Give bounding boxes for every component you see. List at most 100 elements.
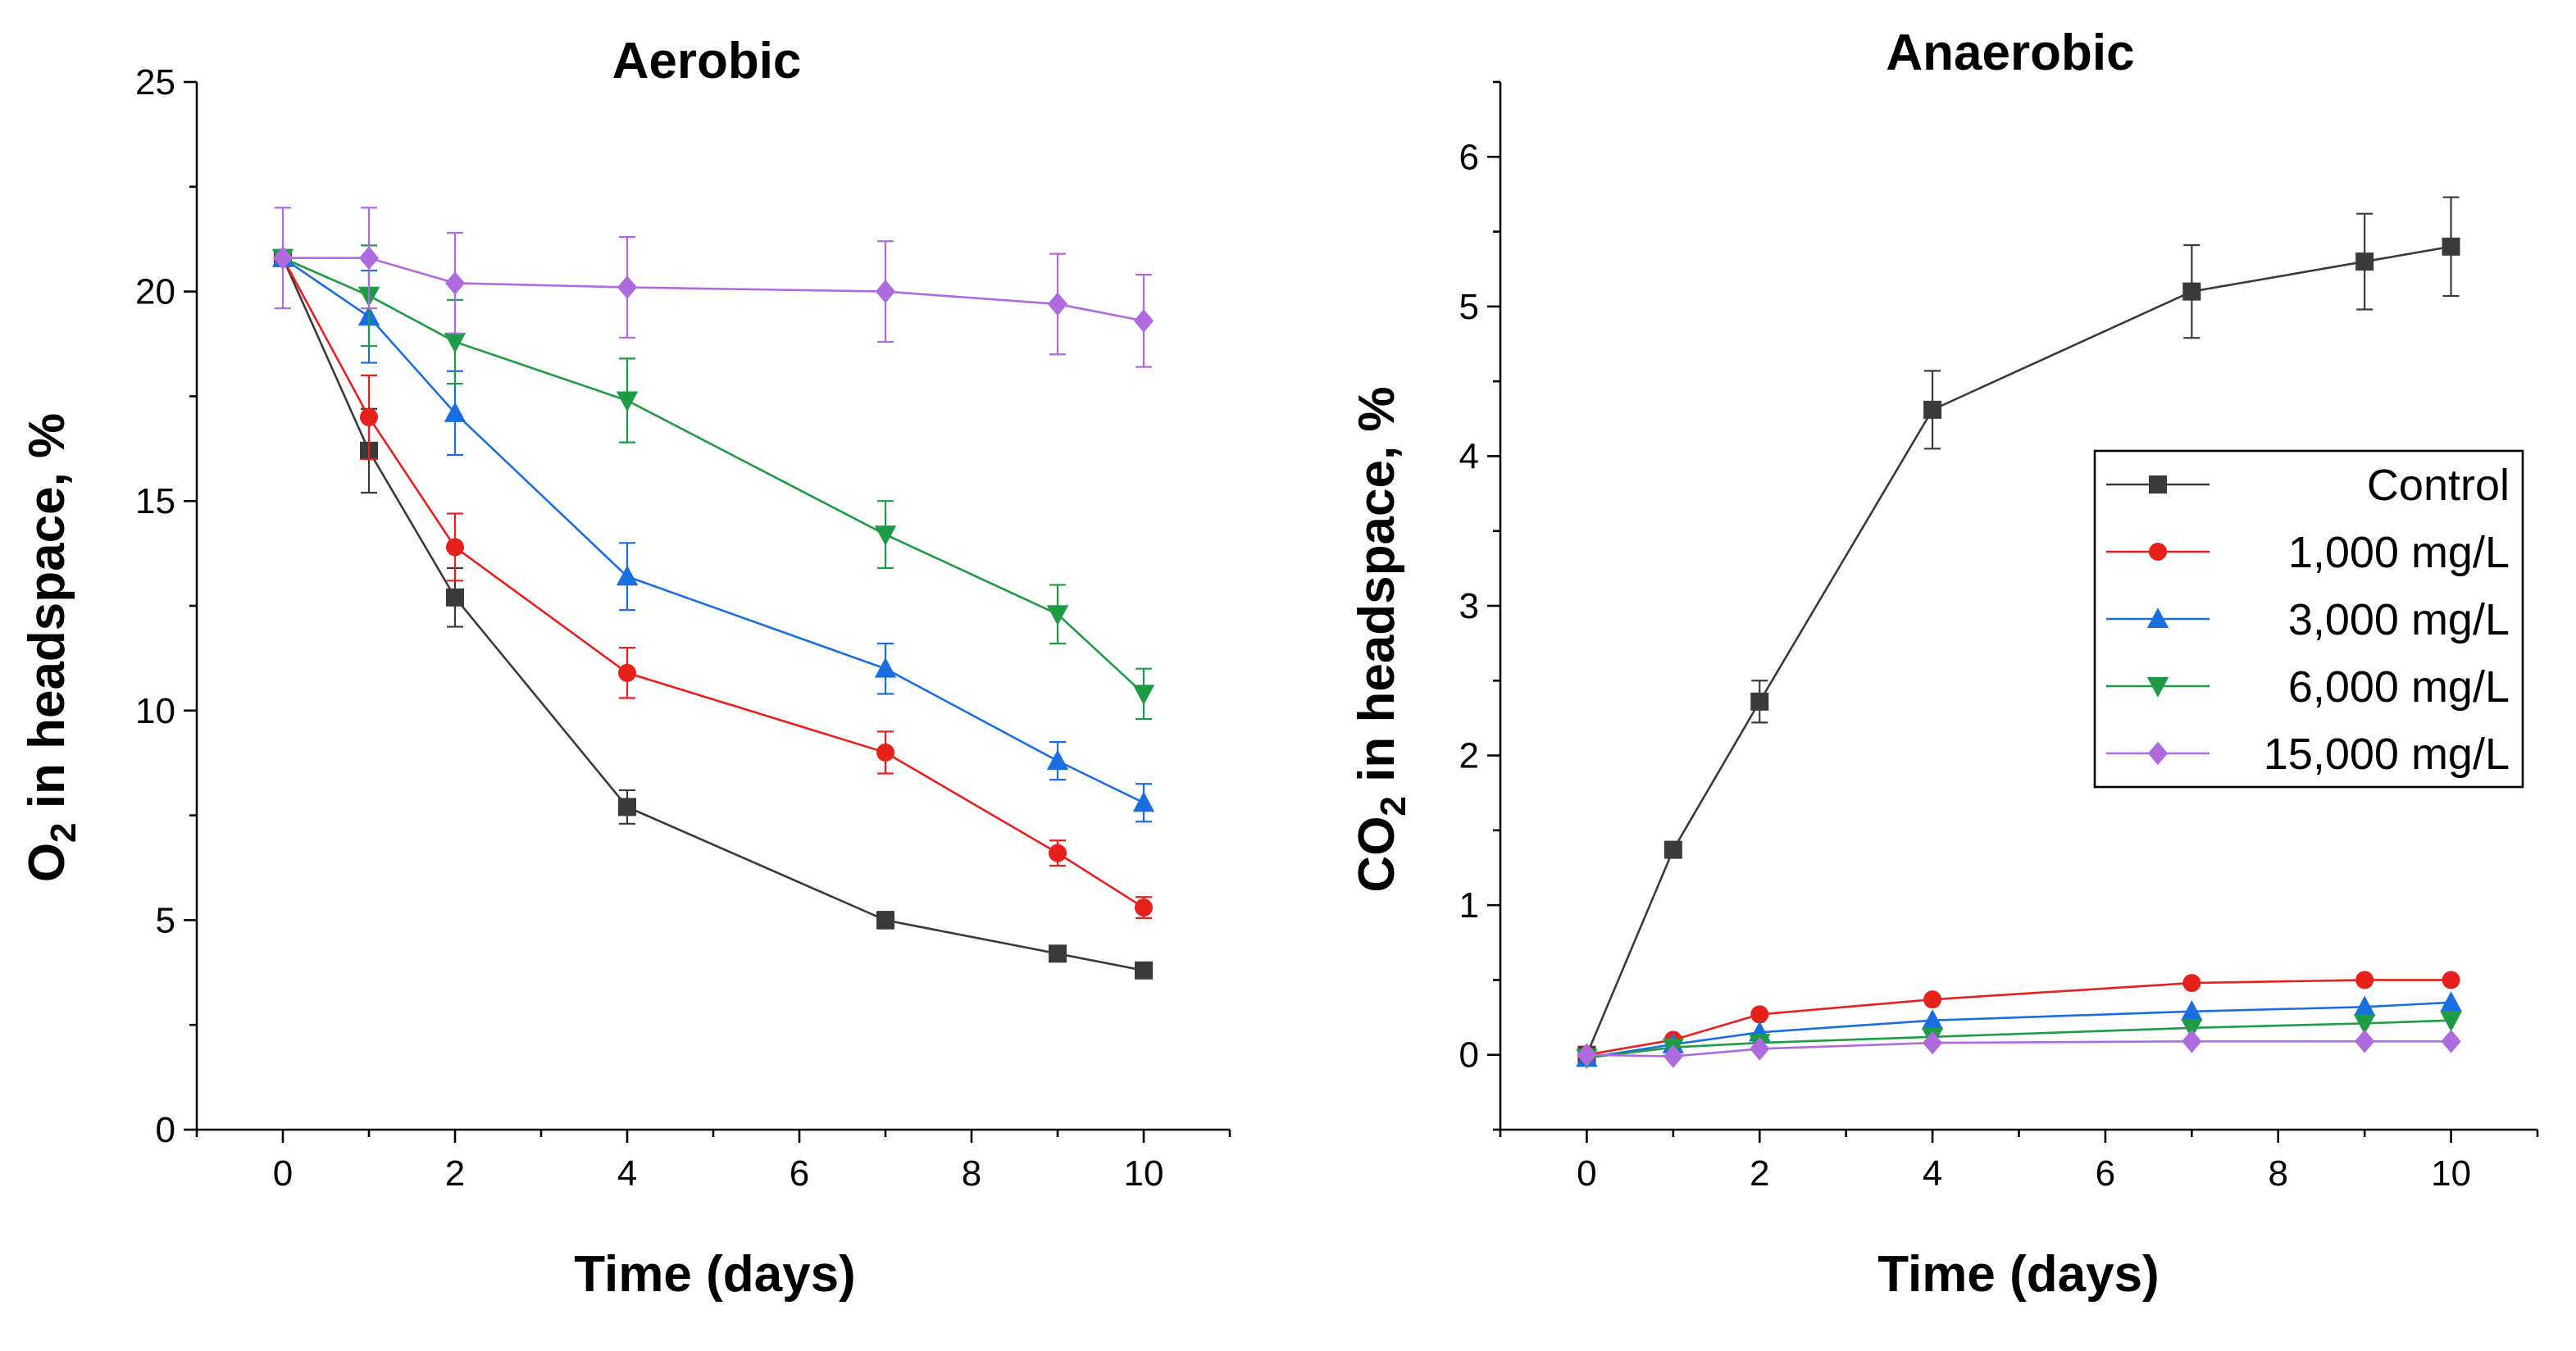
aerobic-point-15-000-mg-l (1133, 309, 1154, 333)
aerobic-series-1-000-mg-l (274, 248, 1153, 919)
legend-entry-control: Control (2106, 461, 2510, 510)
anaerobic-point-15-000-mg-l (1577, 1043, 1597, 1067)
aerobic-point-15-000-mg-l (444, 271, 466, 295)
aerobic-point-1-000-mg-l (876, 743, 894, 762)
aerobic-point-1-000-mg-l (360, 407, 378, 426)
aerobic-x-axis-title: Time (days) (574, 1246, 855, 1303)
aerobic-x-tick-label: 2 (445, 1153, 465, 1194)
anaerobic-chart-title: Anaerobic (1886, 25, 2134, 81)
anaerobic-point-3-000-mg-l (1921, 1008, 1944, 1030)
anaerobic-y-tick-label: 2 (1459, 736, 1479, 776)
anaerobic-point-1-000-mg-l (1923, 990, 1942, 1009)
aerobic-axes: 0 2 4 6 8 10 0 5 10 15 20 25 (135, 62, 1231, 1194)
aerobic-series-3-000-mg-l (271, 246, 1155, 823)
anaerobic-y-tick-label: 5 (1459, 287, 1479, 327)
anaerobic-line-3-000-mg-l (1586, 1001, 2451, 1059)
aerobic-point-15-000-mg-l (1047, 292, 1068, 316)
aerobic-point-6-000-mg-l (1132, 685, 1155, 706)
aerobic-point-3-000-mg-l (616, 565, 639, 586)
anaerobic-chart: Anaerobic Time (days) CO2 in headspace, … (1349, 25, 2539, 1303)
anaerobic-x-tick-label: 8 (2269, 1153, 2288, 1194)
anaerobic-point-3-000-mg-l (2353, 995, 2376, 1017)
aerobic-point-3-000-mg-l (1132, 791, 1155, 812)
aerobic-point-15-000-mg-l (272, 246, 294, 271)
aerobic-x-tick-label: 0 (273, 1153, 293, 1194)
anaerobic-point-control (2442, 237, 2460, 256)
aerobic-y-tick-label: 20 (135, 272, 175, 312)
anaerobic-line-15-000-mg-l (1586, 1039, 2451, 1058)
anaerobic-point-control (2182, 282, 2201, 301)
anaerobic-point-control (1750, 692, 1769, 711)
aerobic-point-15-000-mg-l (358, 246, 380, 271)
legend-marker (2149, 543, 2167, 561)
anaerobic-point-1-000-mg-l (2442, 971, 2460, 989)
anaerobic-x-axis-title: Time (days) (1877, 1246, 2159, 1303)
legend-label: 1,000 mg/L (2288, 528, 2510, 577)
legend-entry-15-000-mg-l: 15,000 mg/L (2106, 730, 2510, 779)
aerobic-chart-title: Aerobic (612, 33, 802, 89)
anaerobic-point-control (2355, 252, 2374, 271)
aerobic-point-1-000-mg-l (1135, 898, 1153, 917)
anaerobic-point-6-000-mg-l (2353, 1014, 2376, 1035)
aerobic-line-3-000-mg-l (282, 257, 1145, 804)
aerobic-series-6-000-mg-l (271, 244, 1155, 721)
anaerobic-y-tick-label: 6 (1459, 137, 1479, 177)
anaerobic-legend: Control 1,000 mg/L 3,000 mg/L 6,000 mg/L 15,… (2093, 449, 2524, 789)
anaerobic-y-tick-label: 0 (1459, 1035, 1479, 1076)
anaerobic-point-15-000-mg-l (1663, 1044, 1683, 1068)
aerobic-x-tick-label: 6 (790, 1153, 809, 1194)
aerobic-point-15-000-mg-l (875, 280, 896, 303)
anaerobic-axes: 0 2 4 6 8 10 0 1 2 3 4 5 6 (1459, 80, 2539, 1194)
aerobic-plot-area (271, 207, 1155, 980)
aerobic-chart: Aerobic Time (days) O2 in headspace, % 0… (19, 33, 1231, 1303)
aerobic-y-axis-title: O2 in headspace, % (19, 413, 84, 882)
aerobic-point-control (1049, 944, 1067, 963)
anaerobic-point-6-000-mg-l (2440, 1011, 2462, 1032)
aerobic-point-control (618, 798, 636, 817)
legend-label: 15,000 mg/L (2264, 730, 2510, 779)
anaerobic-point-15-000-mg-l (1922, 1030, 1943, 1055)
anaerobic-point-15-000-mg-l (1750, 1037, 1770, 1061)
aerobic-point-6-000-mg-l (444, 332, 467, 353)
aerobic-point-6-000-mg-l (1046, 605, 1069, 625)
anaerobic-y-tick-label: 1 (1459, 885, 1479, 926)
aerobic-y-tick-label: 10 (135, 691, 175, 731)
anaerobic-y-axis-title: CO2 in headspace, % (1349, 386, 1413, 892)
aerobic-point-control (446, 588, 464, 607)
aerobic-y-axis-title-sub: 2 (43, 822, 84, 842)
anaerobic-point-1-000-mg-l (1750, 1005, 1769, 1024)
anaerobic-y-axis-title-rest: in headspace, % (1349, 386, 1405, 796)
anaerobic-point-control (1663, 840, 1682, 859)
anaerobic-point-3-000-mg-l (2181, 1000, 2203, 1021)
anaerobic-series-control (1577, 196, 2460, 1064)
anaerobic-x-tick-label: 10 (2431, 1153, 2471, 1194)
legend-label: 6,000 mg/L (2288, 662, 2510, 712)
aerobic-series-15-000-mg-l (272, 207, 1154, 368)
aerobic-point-6-000-mg-l (874, 525, 897, 546)
legend-label: Control (2367, 461, 2510, 510)
aerobic-point-1-000-mg-l (618, 663, 636, 682)
anaerobic-point-15-000-mg-l (2182, 1029, 2202, 1053)
aerobic-y-tick-label: 25 (135, 62, 175, 102)
anaerobic-point-control (1923, 400, 1942, 419)
legend-entry-6-000-mg-l: 6,000 mg/L (2106, 662, 2510, 712)
aerobic-line-15-000-mg-l (283, 257, 1145, 322)
legend-label: 3,000 mg/L (2288, 595, 2510, 644)
aerobic-x-tick-label: 4 (617, 1153, 637, 1194)
legend-marker (2149, 475, 2167, 494)
aerobic-y-tick-label: 15 (135, 481, 175, 521)
anaerobic-y-tick-label: 3 (1459, 586, 1479, 626)
legend-marker (2147, 741, 2169, 766)
anaerobic-point-1-000-mg-l (2355, 971, 2374, 989)
anaerobic-x-tick-label: 6 (2096, 1153, 2115, 1194)
aerobic-x-tick-label: 10 (1124, 1153, 1164, 1194)
anaerobic-y-tick-label: 4 (1459, 436, 1479, 476)
aerobic-point-3-000-mg-l (874, 657, 897, 678)
aerobic-y-axis-title-main: O (19, 843, 75, 882)
legend-marker (2146, 677, 2169, 698)
anaerobic-x-tick-label: 2 (1750, 1153, 1769, 1194)
anaerobic-x-tick-label: 0 (1577, 1153, 1596, 1194)
aerobic-y-tick-label: 5 (156, 900, 175, 940)
anaerobic-point-1-000-mg-l (2182, 974, 2201, 993)
